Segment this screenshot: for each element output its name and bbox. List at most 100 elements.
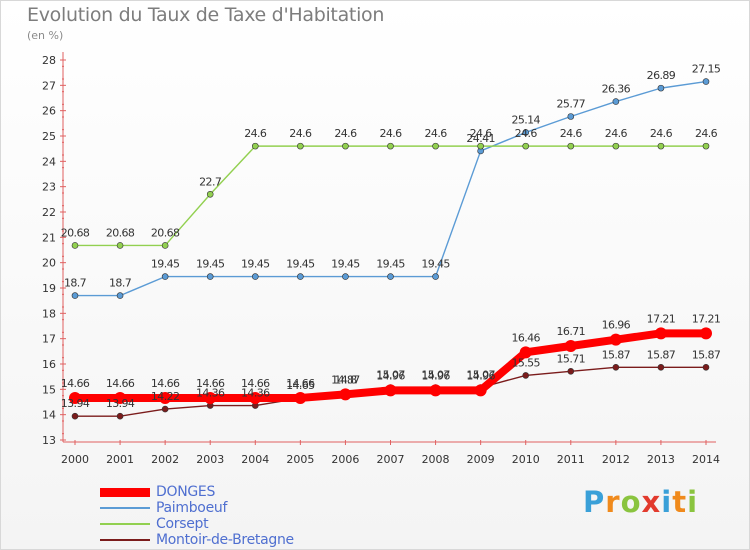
data-labels-layer: 18.7 18.7 19.45 19.45 19.45 19.45 19.45 19.45 19… [61,63,722,411]
x-tick-label: 2011 [557,453,585,466]
brand-letter: x [641,485,662,519]
data-point [114,391,127,404]
data-label: 24.6 [515,127,538,140]
data-label: 14.87 [331,374,360,387]
y-tick-label: 20 [42,257,56,270]
data-point [609,333,622,346]
y-tick-label: 28 [42,54,56,67]
x-tick-label: 2010 [512,453,540,466]
data-label: 19.45 [331,258,360,271]
data-point [522,372,530,379]
data-label: 24.6 [560,127,583,140]
data-label: 14.66 [106,377,135,390]
data-point [474,384,487,397]
legend-label: Paimboeuf [156,500,228,516]
data-label: 22.7 [199,175,222,188]
legend-swatch [100,488,150,497]
data-point [567,368,575,375]
y-tick-label: 18 [42,307,56,320]
series-paimboeuf [71,78,710,299]
series-corsept [71,142,710,249]
data-point [702,78,710,85]
data-label: 15.55 [511,356,540,369]
series-donges [69,327,712,404]
data-point [161,405,169,413]
data-label: 15.87 [647,348,676,361]
data-label: 19.45 [421,258,450,271]
x-tick-label: 2003 [196,453,224,466]
legend-label: DONGES [156,484,216,500]
legend-swatch [100,507,150,509]
y-tick-label: 23 [42,181,56,194]
data-label: 24.6 [605,127,628,140]
data-point [206,273,214,280]
unit-label: (en %) [27,29,64,42]
data-point [206,190,214,198]
y-tick-label: 27 [42,79,56,92]
y-tick-label: 26 [42,105,56,118]
brand-letter: i [687,485,699,519]
x-tick-label: 2012 [602,453,630,466]
y-tick-label: 19 [42,282,56,295]
data-point [251,142,259,150]
data-label: 25.14 [511,113,540,126]
data-point [342,142,349,150]
y-tick-label: 17 [42,333,56,346]
data-point [429,384,442,397]
data-label: 14.96 [376,369,405,382]
data-label: 19.45 [376,258,405,271]
data-point [342,273,349,280]
data-label: 16.46 [511,331,540,344]
data-label: 14.66 [151,377,180,390]
data-point [387,142,394,150]
data-point [204,391,217,404]
legend-swatch [100,539,150,541]
brand-logo: Proxiti [583,485,698,519]
x-tick-label: 2014 [692,453,720,466]
legend-label: Corsept [156,516,209,532]
data-label: 14.66 [61,377,90,390]
data-point [384,384,397,397]
data-point [161,273,169,280]
y-tick-label: 22 [42,206,56,219]
x-tick-label: 2005 [286,453,314,466]
axes: 13 14 15 16 17 18 19 20 21 22 23 24 25 26 27 28 2000 2001… [42,52,720,466]
data-label: 24.6 [650,127,673,140]
data-point [71,412,79,420]
data-point [432,273,439,280]
data-label: 16.96 [602,319,631,332]
data-label: 18.7 [109,277,132,290]
data-label: 25.77 [557,97,586,110]
data-point [71,292,79,299]
data-point [161,242,169,249]
x-tick-label: 2013 [647,453,675,466]
data-point [249,391,262,404]
x-tick-label: 2002 [151,453,179,466]
data-label: 14.66 [196,377,225,390]
data-point [116,412,124,420]
y-tick-label: 25 [42,130,56,143]
data-label: 24.6 [695,127,718,140]
data-point [251,273,259,280]
data-point [700,327,712,340]
y-tick-label: 13 [42,434,56,447]
data-label: 20.68 [151,226,180,239]
data-label: 19.45 [196,258,225,271]
data-point [477,142,484,150]
data-label: 20.68 [106,226,135,239]
data-point [612,363,620,371]
data-label: 24.41 [466,132,495,145]
y-tick-label: 15 [42,383,56,396]
data-label: 17.21 [692,312,721,325]
data-label: 15.71 [557,352,586,365]
data-label: 24.6 [425,127,448,140]
data-point [522,142,530,150]
x-tick-label: 2007 [377,453,405,466]
data-point [432,142,439,150]
x-tick-label: 2006 [331,453,359,466]
data-label: 14.22 [151,390,180,403]
data-point [612,98,620,105]
x-tick-label: 2004 [241,453,269,466]
